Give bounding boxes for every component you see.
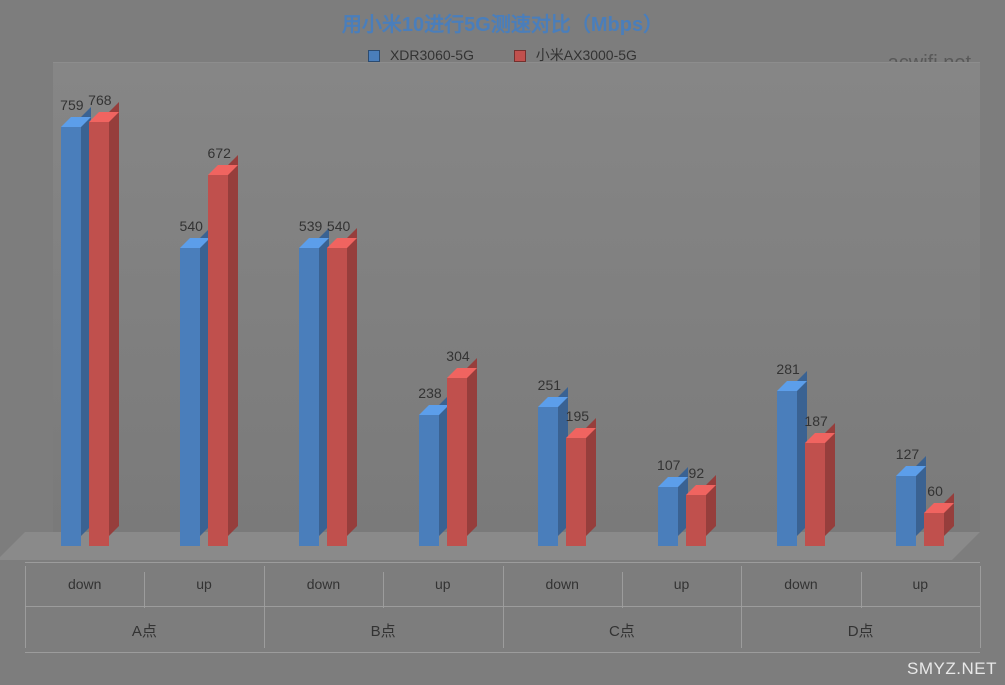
x-tick-label: down	[68, 576, 101, 592]
bar: 107	[658, 487, 678, 546]
legend-swatch-0	[368, 50, 380, 62]
bar: 281	[777, 391, 797, 546]
bar-value-label: 281	[776, 361, 799, 377]
x-group-label: B点	[371, 620, 396, 641]
bar: 238	[419, 415, 439, 546]
bar: 539	[299, 248, 319, 546]
bar-value-label: 60	[927, 483, 943, 499]
chart-title: 用小米10进行5G测速对比（Mbps）	[0, 0, 1005, 37]
legend-item-0: XDR3060-5G	[368, 47, 474, 63]
bar-value-label: 251	[538, 377, 561, 393]
x-tick-label: up	[674, 576, 690, 592]
x-group-label: D点	[848, 620, 874, 641]
plot-area: 759 768 540 672 539 540 238 304 251 195 107 92 281 18…	[25, 90, 980, 560]
chart-container: 用小米10进行5G测速对比（Mbps） XDR3060-5G 小米AX3000-…	[0, 0, 1005, 685]
bar-value-label: 187	[804, 413, 827, 429]
x-tick-label: down	[307, 576, 340, 592]
bar: 60	[924, 513, 944, 546]
x-group-label: C点	[609, 620, 635, 641]
x-axis: down up A点 down up B点 down up C点 down up D点	[25, 562, 980, 657]
bar: 251	[538, 407, 558, 546]
bar-value-label: 540	[180, 218, 203, 234]
bar-value-label: 238	[418, 385, 441, 401]
bar: 304	[447, 378, 467, 546]
bar: 672	[208, 175, 228, 546]
bar-value-label: 540	[327, 218, 350, 234]
bar: 195	[566, 438, 586, 546]
x-group-label: A点	[132, 620, 157, 641]
watermark-bottom: SMYZ.NET	[907, 659, 997, 679]
bar-value-label: 195	[566, 408, 589, 424]
bar-value-label: 759	[60, 97, 83, 113]
bar-value-label: 672	[208, 145, 231, 161]
bar-value-label: 107	[657, 457, 680, 473]
floor	[0, 532, 980, 560]
legend-label-0: XDR3060-5G	[390, 47, 474, 63]
bar-value-label: 304	[446, 348, 469, 364]
legend-label-1: 小米AX3000-5G	[536, 47, 637, 63]
bar-value-label: 92	[689, 465, 705, 481]
x-tick-label: down	[545, 576, 578, 592]
bar: 127	[896, 476, 916, 546]
x-tick-label: up	[913, 576, 929, 592]
bar: 187	[805, 443, 825, 546]
bar-value-label: 768	[88, 92, 111, 108]
x-tick-label: up	[196, 576, 212, 592]
bar-value-label: 127	[896, 446, 919, 462]
x-tick-label: down	[784, 576, 817, 592]
bar-value-label: 539	[299, 218, 322, 234]
x-tick-label: up	[435, 576, 451, 592]
bar: 92	[686, 495, 706, 546]
bar: 540	[180, 248, 200, 546]
bar: 759	[61, 127, 81, 546]
legend-swatch-1	[514, 50, 526, 62]
bar: 768	[89, 122, 109, 546]
bar: 540	[327, 248, 347, 546]
